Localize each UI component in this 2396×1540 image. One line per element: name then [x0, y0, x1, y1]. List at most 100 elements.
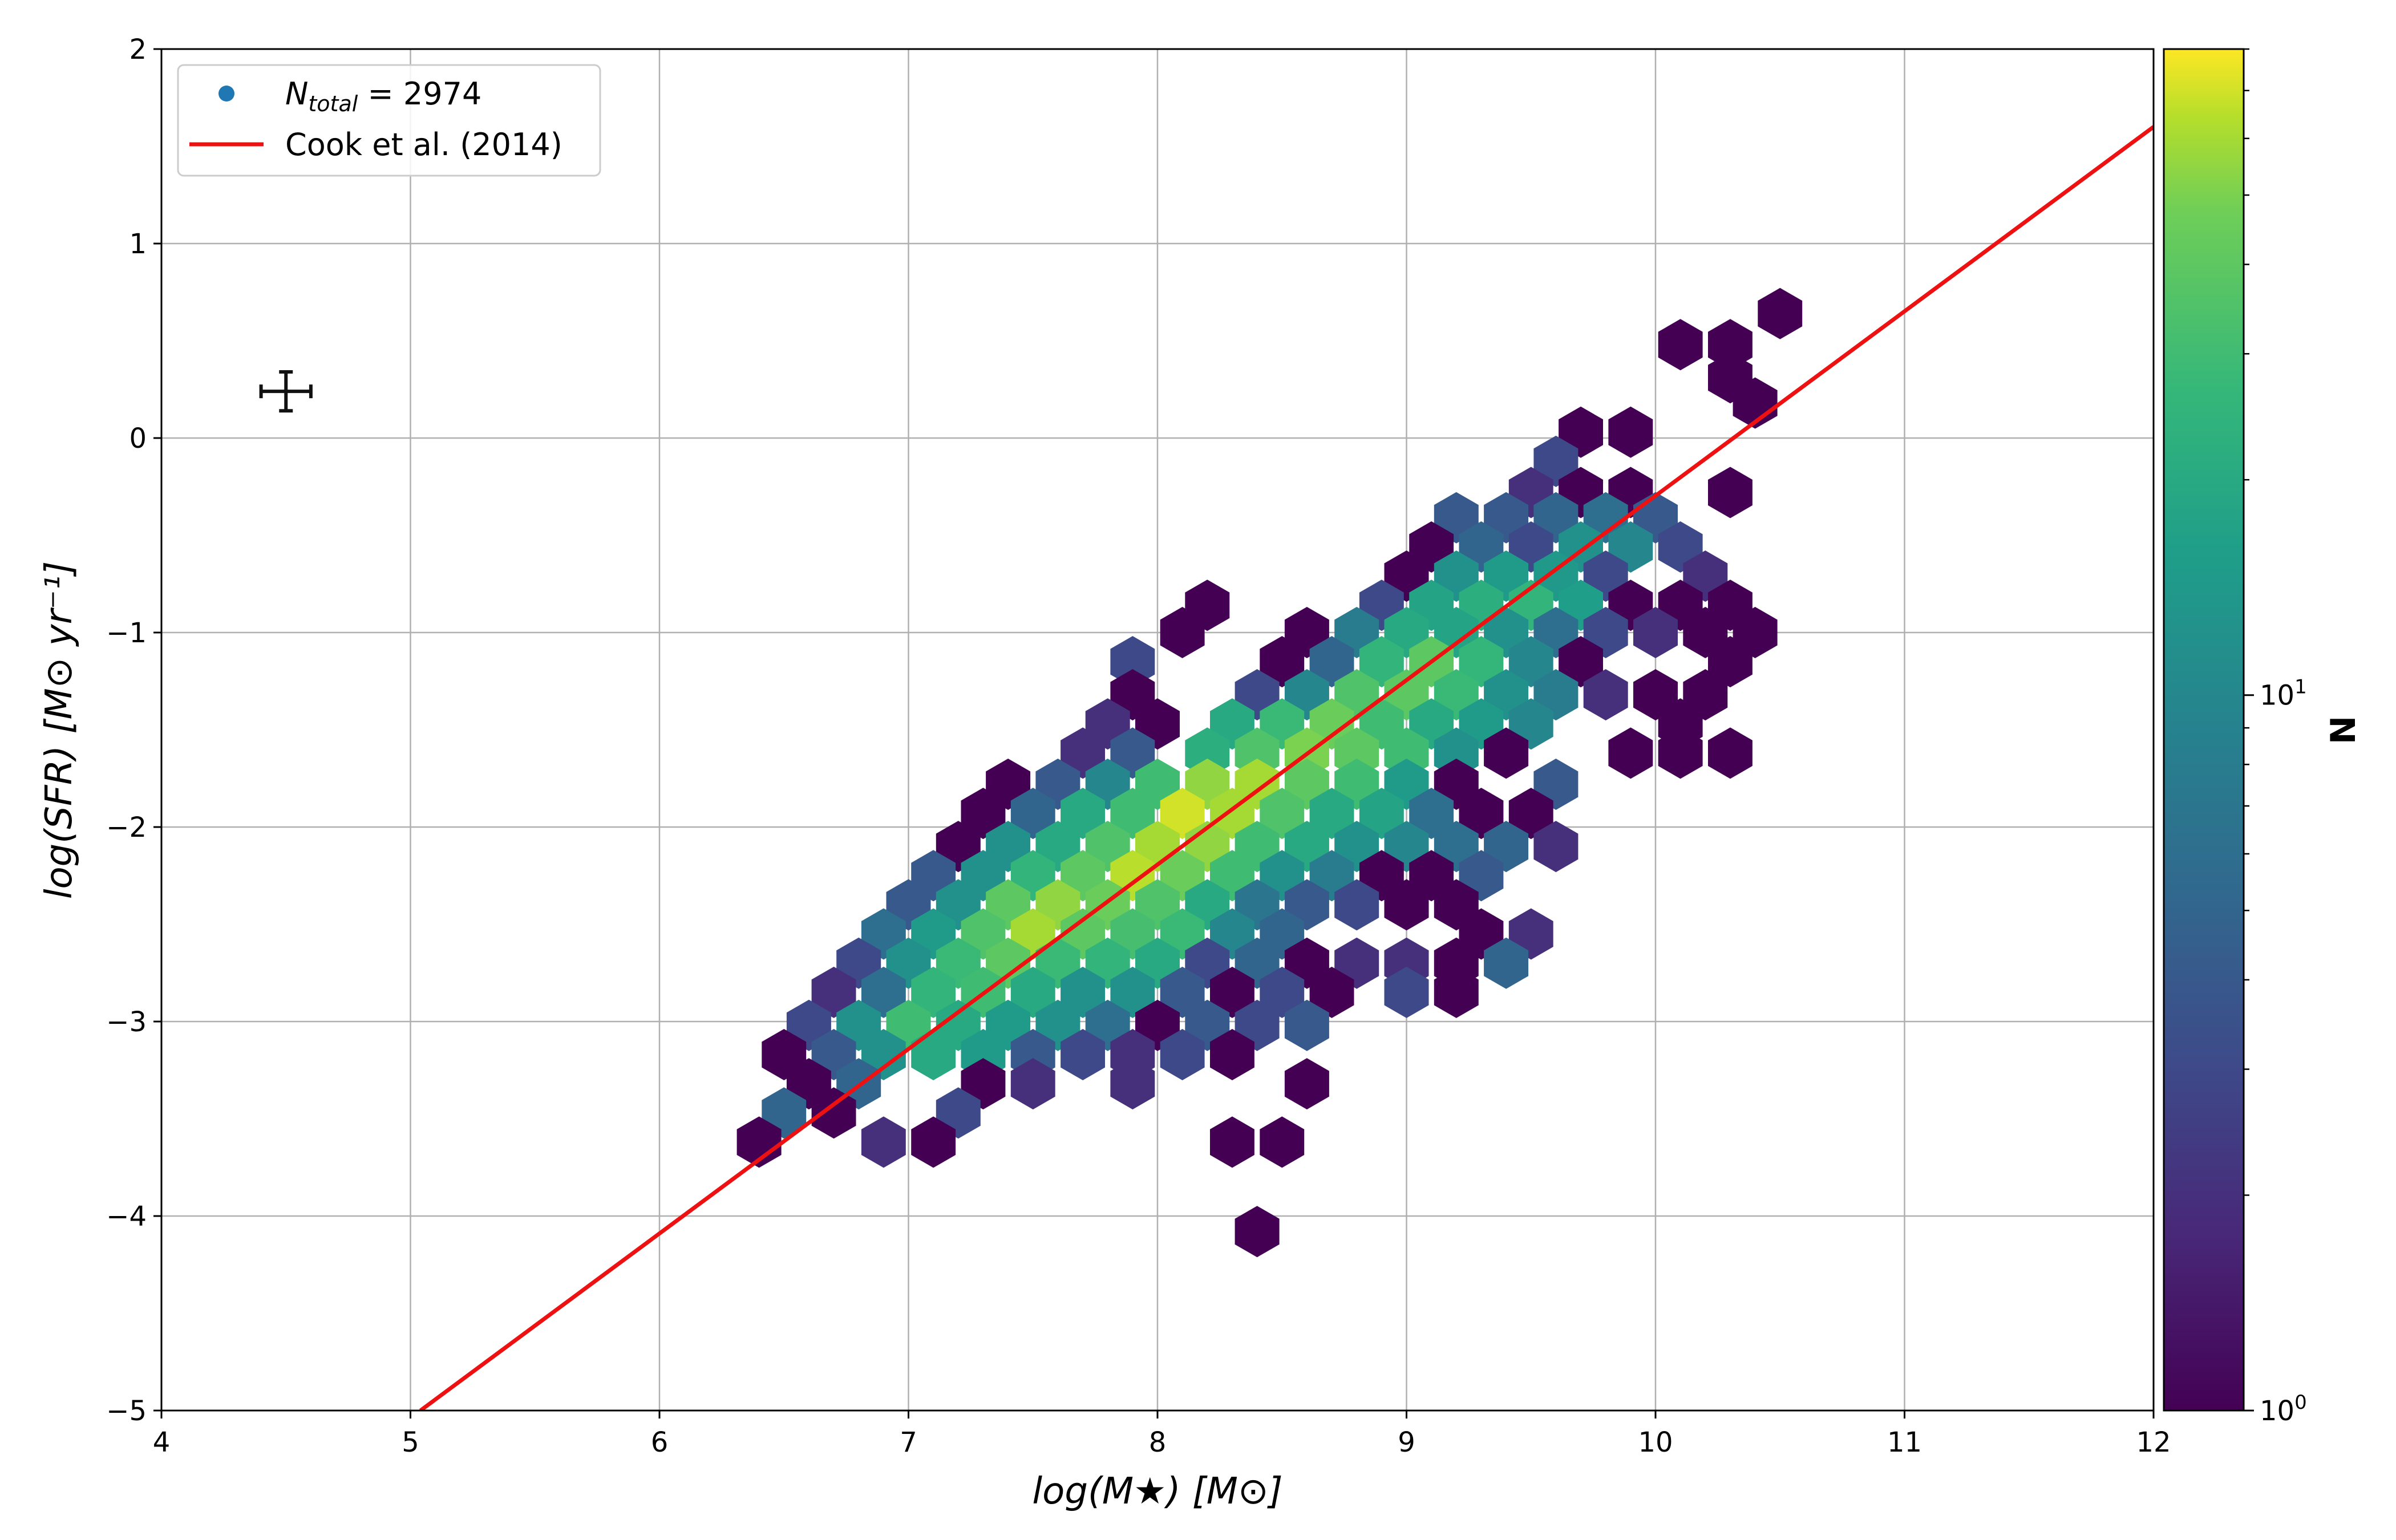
hex-cell [1260, 1116, 1305, 1168]
colorbar-tick-label: 101 [2260, 676, 2307, 712]
legend-box [177, 64, 601, 177]
hex-cell [1110, 788, 1155, 840]
hex-cell [1508, 636, 1553, 688]
hex-cell [1334, 879, 1379, 931]
hex-cell [1508, 788, 1553, 840]
x-tick-label: 11 [1887, 1426, 1922, 1458]
hex-cell [1284, 1058, 1329, 1110]
error-bar-marker [259, 370, 313, 413]
hex-cell [1359, 636, 1404, 688]
legend-ntotal-rest: = 2974 [358, 76, 481, 112]
hex-cell [911, 966, 956, 1018]
hex-cell [1210, 1029, 1254, 1080]
hex-cell [861, 966, 906, 1018]
x-tick-label: 7 [900, 1426, 917, 1458]
hex-cell [1633, 607, 1678, 658]
x-tick-label: 6 [651, 1426, 669, 1458]
y-tick-label: 2 [129, 34, 147, 66]
hex-cell [1110, 1058, 1155, 1110]
hex-cell [1359, 788, 1404, 840]
x-tick-label: 9 [1398, 1426, 1415, 1458]
colorbar [2163, 48, 2245, 1412]
hex-cell [1260, 788, 1305, 840]
hex-cell [1210, 966, 1254, 1018]
hex-cell [1459, 636, 1504, 688]
hex-cell [1384, 879, 1429, 931]
hex-cell [1484, 937, 1529, 989]
hex-cell [1061, 966, 1105, 1018]
hex-cell [736, 1116, 782, 1168]
hex-cell [811, 966, 856, 1018]
colorbar-tick-exponent: 0 [2294, 1391, 2307, 1414]
legend-entry-ntotal: Ntotal = 2974 [285, 76, 481, 116]
hex-cell [1608, 727, 1653, 779]
hex-cell [811, 1087, 856, 1139]
hex-cell [1010, 1058, 1055, 1110]
x-tick-label: 10 [1638, 1426, 1673, 1458]
colorbar-tick-exponent: 1 [2294, 676, 2307, 699]
x-tick-label: 8 [1149, 1426, 1167, 1458]
y-tick-label: −2 [106, 812, 147, 844]
hex-cell [1260, 636, 1305, 688]
hex-cell [1533, 435, 1579, 487]
x-tick-label: 4 [153, 1426, 171, 1458]
hex-cell [1708, 467, 1753, 518]
hex-cell [911, 1116, 956, 1168]
y-tick-label: −1 [106, 617, 147, 649]
cook-2014-line [419, 125, 2154, 1411]
legend-ntotal-sub: total [308, 91, 358, 116]
hex-cell [1309, 636, 1354, 688]
hex-cell [1160, 1029, 1205, 1080]
hex-cell [1235, 1206, 1280, 1258]
hex-cell [1010, 966, 1055, 1018]
legend: Ntotal = 2974 Cook et al. (2014) [177, 64, 601, 177]
y-axis-ticks: −5 −4 −3 −2 −1 0 1 2 [106, 34, 161, 1427]
y-tick-label: −4 [106, 1201, 147, 1233]
x-tick-label: 5 [402, 1426, 419, 1458]
x-axis-ticks: 4 5 6 7 8 9 10 11 12 [153, 1411, 2171, 1458]
hex-cell [1583, 669, 1628, 721]
hex-cell [1160, 607, 1205, 658]
hex-cell [1758, 287, 1803, 339]
hex-cell [1484, 727, 1529, 779]
colorbar-tick-base: 10 [2260, 680, 2294, 712]
hex-cell [1284, 999, 1329, 1051]
hex-cell [1061, 1029, 1105, 1080]
x-axis-label: log(M★) [M⊙] [1032, 1470, 1282, 1513]
y-tick-label: −3 [106, 1006, 147, 1038]
legend-entry-cook: Cook et al. (2014) [285, 127, 562, 163]
hex-cell [1309, 966, 1354, 1018]
hex-cell [1010, 788, 1055, 840]
hex-cell [861, 1116, 906, 1168]
hex-cell [1210, 1116, 1254, 1168]
legend-dot-marker [218, 86, 234, 102]
hex-cell [1110, 966, 1155, 1018]
hex-cell [1559, 636, 1603, 688]
hex-cell [1708, 727, 1753, 779]
y-tick-label: 1 [129, 228, 147, 260]
hex-cell [911, 1029, 956, 1080]
hex-cell [1608, 406, 1653, 458]
hex-cell [1409, 788, 1454, 840]
legend-ntotal-base: N [285, 76, 308, 112]
hex-cell [1061, 727, 1105, 779]
hex-cell [1061, 788, 1105, 840]
hex-cell [1708, 319, 1753, 371]
hex-cell [1533, 821, 1579, 873]
cook-2014-fit-line [419, 125, 2154, 1411]
hex-cell [1110, 727, 1155, 779]
hex-cell [1708, 636, 1753, 688]
colorbar-tick-base: 10 [2260, 1395, 2294, 1427]
hex-cell [1459, 788, 1504, 840]
hex-cell [1309, 788, 1354, 840]
hex-cell [961, 788, 1006, 840]
hex-cell [1434, 966, 1479, 1018]
hex-cell [1260, 966, 1305, 1018]
colorbar-label: N [2324, 716, 2363, 744]
hex-cell [1658, 727, 1703, 779]
hex-cell [1658, 319, 1703, 371]
x-tick-label: 12 [2136, 1426, 2171, 1458]
hex-cell [1160, 788, 1205, 840]
